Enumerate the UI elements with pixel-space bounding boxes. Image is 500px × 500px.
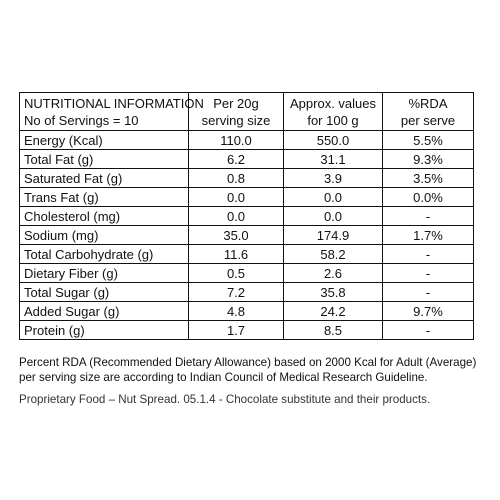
nutrition-table: NUTRITIONAL INFORMATION No of Servings =…: [19, 92, 474, 340]
header-rda-line2: per serve: [400, 112, 456, 128]
nutrient-name: Total Carbohydrate (g): [19, 244, 189, 264]
nutrient-name: Total Sugar (g): [19, 282, 189, 302]
rda-value: 9.7%: [382, 301, 474, 321]
table-row: Total Fat (g) 6.2 31.1 9.3%: [19, 149, 474, 169]
table-header-row: NUTRITIONAL INFORMATION No of Servings =…: [19, 92, 474, 131]
per-100g-value: 35.8: [283, 282, 383, 302]
per-serving-value: 11.6: [188, 244, 284, 264]
table-row: Saturated Fat (g) 0.8 3.9 3.5%: [19, 168, 474, 188]
per-100g-value: 31.1: [283, 149, 383, 169]
per-serving-value: 0.0: [188, 206, 284, 226]
per-100g-value: 550.0: [283, 130, 383, 150]
header-per-serving-line2: serving size: [201, 112, 271, 128]
per-serving-value: 0.8: [188, 168, 284, 188]
per-serving-value: 7.2: [188, 282, 284, 302]
proprietary-food-note: Proprietary Food – Nut Spread. 05.1.4 - …: [19, 393, 431, 406]
table-row: Sodium (mg) 35.0 174.9 1.7%: [19, 225, 474, 245]
table-row: Dietary Fiber (g) 0.5 2.6 -: [19, 263, 474, 283]
per-100g-value: 8.5: [283, 320, 383, 340]
rda-value: 0.0%: [382, 187, 474, 207]
table-row: Protein (g) 1.7 8.5 -: [19, 320, 474, 340]
rda-value: 9.3%: [382, 149, 474, 169]
per-100g-value: 3.9: [283, 168, 383, 188]
nutrition-panel: NUTRITIONAL INFORMATION No of Servings =…: [19, 92, 474, 340]
per-100g-value: 0.0: [283, 187, 383, 207]
table-row: Added Sugar (g) 4.8 24.2 9.7%: [19, 301, 474, 321]
table-row: Energy (Kcal) 110.0 550.0 5.5%: [19, 130, 474, 150]
header-nutrient: NUTRITIONAL INFORMATION No of Servings =…: [19, 92, 204, 131]
per-serving-value: 1.7: [188, 320, 284, 340]
per-100g-value: 24.2: [283, 301, 383, 321]
per-serving-value: 35.0: [188, 225, 284, 245]
rda-value: -: [382, 320, 474, 340]
header-per-100g-line1: Approx. values: [290, 95, 376, 111]
table-row: Total Carbohydrate (g) 11.6 58.2 -: [19, 244, 474, 264]
per-serving-value: 4.8: [188, 301, 284, 321]
rda-note: Percent RDA (Recommended Dietary Allowan…: [19, 355, 489, 385]
rda-note-line1: Percent RDA (Recommended Dietary Allowan…: [19, 356, 477, 369]
table-row: Total Sugar (g) 7.2 35.8 -: [19, 282, 474, 302]
per-100g-value: 58.2: [283, 244, 383, 264]
rda-value: 1.7%: [382, 225, 474, 245]
header-rda: %RDA per serve: [382, 92, 474, 131]
footnote: Percent RDA (Recommended Dietary Allowan…: [19, 355, 489, 407]
nutrient-name: Trans Fat (g): [19, 187, 189, 207]
nutrient-name: Added Sugar (g): [19, 301, 189, 321]
nutrient-name: Energy (Kcal): [19, 130, 189, 150]
per-100g-value: 174.9: [283, 225, 383, 245]
header-title: NUTRITIONAL INFORMATION: [24, 95, 204, 111]
rda-value: 3.5%: [382, 168, 474, 188]
nutrient-name: Saturated Fat (g): [19, 168, 189, 188]
header-servings: No of Servings = 10: [24, 112, 139, 128]
header-rda-line1: %RDA: [408, 95, 448, 111]
header-per-serving-line1: Per 20g: [213, 95, 259, 111]
rda-value: -: [382, 206, 474, 226]
header-per-100g: Approx. values for 100 g: [283, 92, 383, 131]
per-serving-value: 0.5: [188, 263, 284, 283]
rda-note-line2: per serving size are according to Indian…: [19, 371, 428, 384]
header-per-100g-line2: for 100 g: [307, 112, 359, 128]
per-serving-value: 6.2: [188, 149, 284, 169]
per-100g-value: 0.0: [283, 206, 383, 226]
rda-value: -: [382, 263, 474, 283]
nutrient-name: Cholesterol (mg): [19, 206, 189, 226]
per-100g-value: 2.6: [283, 263, 383, 283]
header-per-serving: Per 20g serving size: [188, 92, 284, 131]
per-serving-value: 0.0: [188, 187, 284, 207]
rda-value: -: [382, 244, 474, 264]
per-serving-value: 110.0: [188, 130, 284, 150]
nutrient-name: Total Fat (g): [19, 149, 189, 169]
table-row: Cholesterol (mg) 0.0 0.0 -: [19, 206, 474, 226]
nutrient-name: Dietary Fiber (g): [19, 263, 189, 283]
rda-value: 5.5%: [382, 130, 474, 150]
rda-value: -: [382, 282, 474, 302]
nutrient-name: Sodium (mg): [19, 225, 189, 245]
nutrient-name: Protein (g): [19, 320, 189, 340]
table-row: Trans Fat (g) 0.0 0.0 0.0%: [19, 187, 474, 207]
